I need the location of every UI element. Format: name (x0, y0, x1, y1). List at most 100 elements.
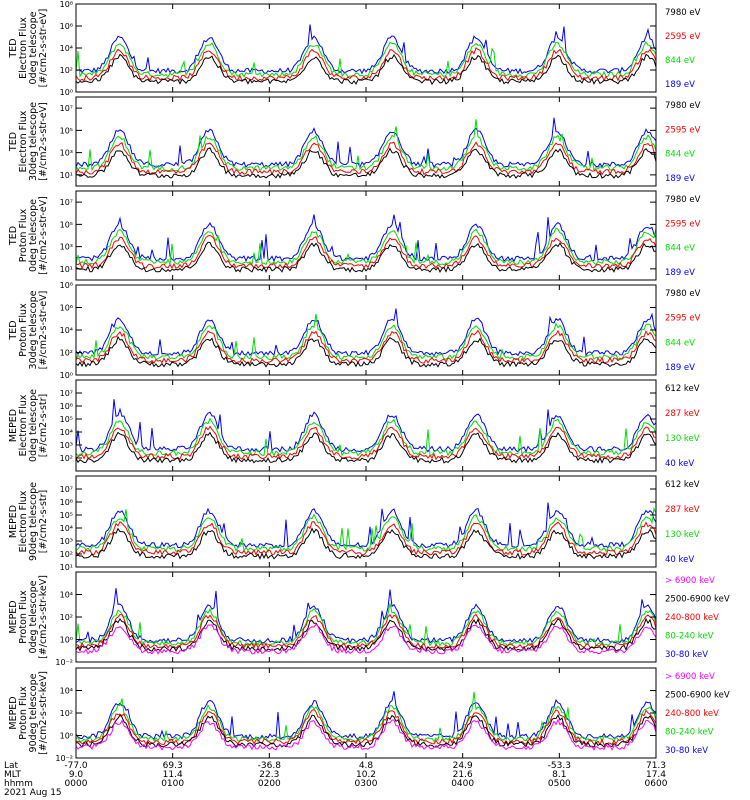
y-tick-label: 10⁴ (60, 326, 73, 335)
series-line-3 (76, 417, 656, 457)
panel-3: 10¹ 10³ 10⁵ 10⁷ TED Proton Flux 0deg telescope… (8, 190, 701, 281)
axis-row-label: Lat (4, 761, 19, 771)
traces (76, 588, 656, 655)
x-tick-label: 0400 (451, 779, 474, 789)
panel-title-line: 90deg telescope (28, 482, 39, 561)
plot-frame (75, 190, 657, 281)
series-line-2 (76, 520, 656, 557)
traces (76, 308, 656, 368)
panel-title-line: Proton Flux (18, 208, 29, 262)
series-line-4 (76, 24, 656, 75)
legend-entry: 130 keV (665, 434, 700, 444)
y-tick-label: 10⁸ (60, 281, 73, 290)
panel-title-line: Electron Flux (18, 394, 29, 456)
traces (76, 502, 656, 561)
legend-entry: > 6900 keV (665, 576, 715, 586)
y-tick-label: 10⁴ (60, 428, 73, 437)
panel-title-line: Proton Flux (18, 686, 29, 740)
panel-title-line: Electron Flux (18, 490, 29, 552)
x-tick-label: 21.6 (453, 770, 473, 780)
series-line-5 (76, 588, 656, 645)
series-line-2 (76, 46, 656, 82)
panel-title-line: 90deg telescope (28, 673, 39, 752)
legend-entry: 30-80 keV (665, 650, 708, 660)
y-tick-label: 10⁰ (60, 88, 73, 97)
panel-title-line: [#/cm2-s-str] (38, 490, 49, 553)
x-tick-label: 8.1 (552, 770, 566, 780)
panel-title-line: TED (8, 320, 19, 340)
series-line-2 (76, 141, 656, 176)
series-line-1 (76, 147, 656, 179)
y-tick-label: 10² (60, 709, 73, 718)
y-tick-label: 10² (60, 454, 73, 463)
y-tick-label: 10³ (60, 149, 73, 158)
legend-entry: 130 keV (665, 530, 700, 540)
y-tick-label: 10⁰ (60, 732, 73, 741)
legend-entry: 7980 eV (665, 8, 701, 18)
panel-title-line: [#/cm2-s-str-eV] (38, 196, 49, 275)
y-tick-label: 10⁴ (60, 44, 73, 53)
panel-title: TED Electron Flux 30deg telescope [#/cm2-s-… (8, 102, 49, 181)
panel-6: 10¹ 10² 10³ 10⁴ 10⁵ 10⁶ 10⁷ MEPED Electron Flux 9… (8, 475, 700, 572)
series-line-2 (76, 425, 656, 461)
y-tick-label: 10³ (60, 243, 73, 252)
series-line-3 (76, 227, 656, 267)
panel-title-line: [#/cm2-s-str-keV] (38, 575, 49, 659)
x-tick-label: 11.4 (163, 770, 183, 780)
y-tick-label: 10⁶ (60, 498, 73, 507)
x-tick-label: 22.3 (259, 770, 279, 780)
legend-entry: 189 eV (665, 363, 695, 373)
panel-title-line: MEPED (8, 600, 19, 633)
panel-2: 10¹ 10³ 10⁵ 10⁷ TED Electron Flux 30deg telesc… (8, 96, 701, 187)
series-line-1 (76, 718, 656, 751)
panel-title: MEPED Proton Flux 90deg telescope [#/cm2-s-… (8, 671, 49, 755)
x-tick-label: 0300 (355, 779, 378, 789)
y-tick-label: 10⁶ (60, 304, 73, 313)
y-tick-label: 10⁻² (55, 754, 73, 763)
series-line-1 (76, 53, 656, 86)
panel-title: TED Proton Flux 30deg telescope [#/cm2-s-st… (8, 290, 49, 369)
legend-entry: 844 eV (665, 338, 695, 348)
legend-entry: 189 eV (665, 268, 695, 278)
x-tick-label: 0600 (645, 779, 668, 789)
axis-row-label: MLT (4, 770, 22, 780)
x-tick-label: 24.9 (453, 761, 473, 771)
legend-entry: 80-240 keV (665, 728, 714, 738)
x-tick-label: 69.3 (163, 761, 183, 771)
series-line-4 (76, 502, 656, 549)
legend-entry: 2500-6900 keV (665, 595, 730, 605)
panel-7: 10⁻² 10⁰ 10² 10⁴ MEPED Proton Flux 0deg telesc… (8, 571, 730, 667)
legend-entry: 844 eV (665, 150, 695, 160)
panel-4: 10⁰ 10² 10⁴ 10⁶ 10⁸ TED Proton Flux 30deg teles… (8, 281, 701, 380)
panel-title-line: TED (8, 226, 19, 246)
legend-entry: 7980 eV (665, 289, 701, 299)
y-tick-label: 10⁵ (60, 415, 73, 424)
series-line-3 (76, 41, 656, 79)
y-tick-label: 10¹ (60, 563, 73, 572)
traces (76, 691, 656, 751)
y-tick-label: 10⁻² (55, 658, 73, 667)
series-line-1 (76, 623, 656, 655)
series-line-3 (76, 709, 656, 746)
y-tick-label: 10⁴ (60, 524, 73, 533)
x-tick-label: 71.3 (646, 761, 666, 771)
y-tick-label: 10¹ (60, 265, 73, 274)
x-tick-label: 4.8 (359, 761, 374, 771)
y-tick-label: 10² (60, 613, 73, 622)
series-line-1 (76, 241, 656, 274)
series-line-2 (76, 713, 656, 749)
panel-title-line: 0deg telescope (28, 389, 39, 462)
panel-title-line: 0deg telescope (28, 580, 39, 653)
legend-entry: 287 keV (665, 409, 700, 419)
legend-entry: 2595 eV (665, 314, 701, 324)
panel-title-line: [#/cm2-s-str-eV] (38, 9, 49, 88)
date-label: 2021 Aug 15 (4, 788, 62, 798)
panel-title: MEPED Electron Flux 90deg telescope [#/cm2-… (8, 482, 49, 561)
series-line-1 (76, 335, 656, 368)
x-tick-label: 0000 (65, 779, 88, 789)
x-tick-label: -36.8 (258, 761, 282, 771)
panel-title-line: TED (8, 38, 19, 58)
panel-title-line: 0deg telescope (28, 199, 39, 272)
